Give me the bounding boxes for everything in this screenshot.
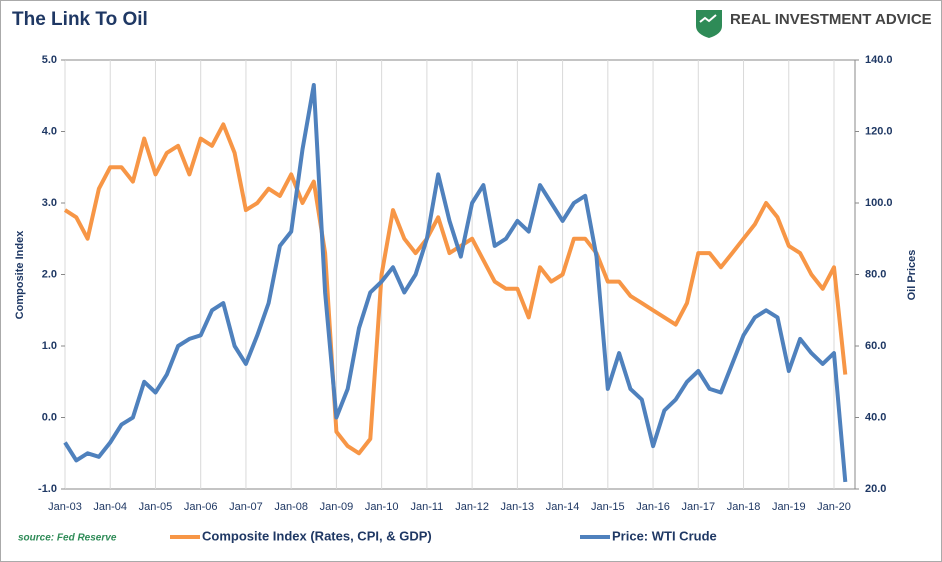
x-tick-label: Jan-10 — [365, 501, 399, 513]
x-tick-label: Jan-15 — [591, 501, 625, 513]
y-tick-label: 0.0 — [42, 411, 57, 423]
y-tick-label: 1.0 — [42, 340, 57, 352]
y2-tick-label: 100.0 — [865, 197, 893, 209]
x-tick-label: Jan-08 — [274, 501, 308, 513]
x-tick-label: Jan-12 — [455, 501, 489, 513]
y-axis-label: Composite Index — [14, 230, 26, 320]
y2-axis-label: Oil Prices — [906, 250, 918, 301]
y-tick-label: 3.0 — [42, 197, 57, 209]
source: source: Fed Reserve — [18, 533, 117, 544]
x-tick-label: Jan-04 — [93, 501, 127, 513]
x-tick-label: Jan-03 — [48, 501, 82, 513]
y2-tick-label: 20.0 — [865, 483, 886, 495]
x-tick-label: Jan-20 — [817, 501, 851, 513]
legend-label: Composite Index (Rates, CPI, & GDP) — [202, 528, 432, 543]
y2-tick-label: 140.0 — [865, 54, 893, 66]
x-tick-label: Jan-05 — [139, 501, 173, 513]
y2-tick-label: 80.0 — [865, 268, 886, 280]
legend-label: Price: WTI Crude — [612, 528, 717, 543]
brand: REAL INVESTMENT ADVICE — [730, 11, 932, 28]
x-tick-label: Jan-09 — [320, 501, 354, 513]
logo — [696, 10, 722, 38]
y2-tick-label: 40.0 — [865, 411, 886, 423]
y-tick-label: -1.0 — [38, 483, 57, 495]
x-tick-label: Jan-06 — [184, 501, 218, 513]
y2-tick-label: 60.0 — [865, 340, 886, 352]
series-line — [63, 83, 848, 483]
y-tick-label: 2.0 — [42, 268, 57, 280]
chart-title: The Link To Oil — [12, 9, 148, 30]
x-tick-label: Jan-11 — [410, 501, 443, 513]
x-tick-label: Jan-18 — [727, 501, 761, 513]
y-tick-label: 4.0 — [42, 125, 57, 137]
series-line — [63, 122, 848, 456]
x-tick-label: Jan-16 — [636, 501, 670, 513]
x-tick-label: Jan-14 — [546, 501, 580, 513]
x-tick-label: Jan-13 — [501, 501, 535, 513]
x-tick-label: Jan-07 — [229, 501, 263, 513]
y-tick-label: 5.0 — [42, 54, 57, 66]
x-tick-label: Jan-17 — [681, 501, 715, 513]
x-tick-label: Jan-19 — [772, 501, 806, 513]
y2-tick-label: 120.0 — [865, 125, 893, 137]
